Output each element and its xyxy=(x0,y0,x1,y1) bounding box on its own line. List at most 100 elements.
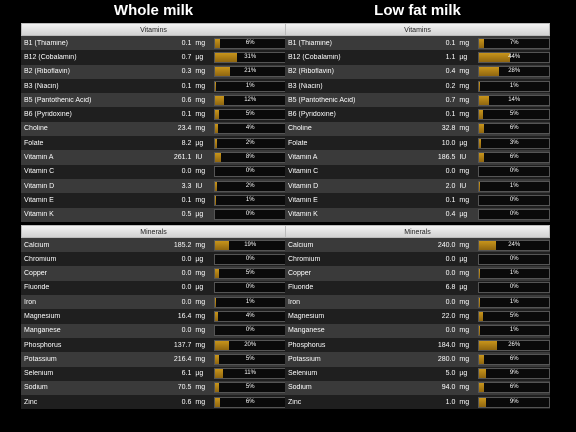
daily-value-bar: 7% xyxy=(478,37,550,49)
nutrient-amount: 0.0 xyxy=(181,327,192,335)
daily-value-bar: 6% xyxy=(478,152,550,164)
daily-value-bar: 0% xyxy=(478,282,550,294)
nutrient-unit: mg xyxy=(195,82,206,90)
daily-value-bar-fill xyxy=(479,181,481,191)
daily-value-bar-fill xyxy=(215,38,220,48)
nutrient-row: B2 (Riboflavin) 0.4 mg 28% xyxy=(285,64,550,79)
daily-value-bar: 1% xyxy=(478,296,550,308)
nutrient-amount: 0.0 xyxy=(181,255,192,263)
daily-value-percent: 0% xyxy=(509,168,519,175)
nutrient-row: Vitamin D 2.0 IU 1% xyxy=(285,178,550,194)
daily-value-bar: 4% xyxy=(214,123,286,135)
nutrient-row: Phosphorus 184.0 mg 26% xyxy=(285,337,550,353)
daily-value-bar: 1% xyxy=(478,180,550,192)
nutrient-name: Phosphorus xyxy=(24,341,62,349)
nutrient-amount: 1.1 xyxy=(445,53,456,61)
nutrient-name: Calcium xyxy=(288,241,314,249)
nutrient-name: B12 (Cobalamin) xyxy=(288,53,341,61)
nutrient-name: Sodium xyxy=(288,384,312,392)
nutrient-name: Manganese xyxy=(288,327,325,335)
daily-value-percent: 5% xyxy=(245,384,255,391)
nutrient-amount: 0.6 xyxy=(181,398,192,406)
nutrient-amount: 0.6 xyxy=(181,96,192,104)
daily-value-bar: 0% xyxy=(214,325,286,337)
nutrient-row: Choline 32.8 mg 6% xyxy=(285,121,550,137)
nutrient-row: Selenium 5.0 µg 9% xyxy=(285,366,550,381)
daily-value-percent: 9% xyxy=(509,370,519,377)
daily-value-bar: 44% xyxy=(478,51,550,63)
daily-value-percent: 1% xyxy=(509,82,519,89)
daily-value-bar: 2% xyxy=(214,180,286,192)
minerals-header: Minerals xyxy=(21,224,286,238)
nutrient-row: Vitamin K 0.5 µg 0% xyxy=(21,207,286,222)
daily-value-bar-fill xyxy=(479,340,498,350)
nutrient-amount: 184.0 xyxy=(437,341,456,349)
nutrient-unit: mg xyxy=(195,341,206,349)
nutrient-unit: µg xyxy=(459,255,468,263)
nutrient-unit: µg xyxy=(459,370,468,378)
nutrient-row: Magnesium 16.4 mg 4% xyxy=(21,309,286,324)
daily-value-percent: 5% xyxy=(245,355,255,362)
daily-value-bar-fill xyxy=(215,81,217,91)
nutrient-unit: µg xyxy=(459,211,468,219)
daily-value-bar-fill xyxy=(479,138,482,148)
daily-value-bar-fill xyxy=(479,369,486,379)
nutrient-row: Iron 0.0 mg 1% xyxy=(285,295,550,310)
daily-value-percent: 0% xyxy=(245,168,255,175)
daily-value-percent: 1% xyxy=(245,196,255,203)
nutrient-unit: mg xyxy=(459,168,470,176)
nutrient-unit: µg xyxy=(195,139,204,147)
nutrient-row: Zinc 0.6 mg 6% xyxy=(21,395,286,410)
nutrient-amount: 10.0 xyxy=(441,139,456,147)
daily-value-percent: 6% xyxy=(245,398,255,405)
daily-value-bar: 5% xyxy=(214,268,286,280)
nutrient-name: Phosphorus xyxy=(288,341,326,349)
nutrient-unit: mg xyxy=(459,327,470,335)
nutrient-unit: mg xyxy=(195,241,206,249)
nutrient-unit: mg xyxy=(195,398,206,406)
nutrient-name: B5 (Pantothenic Acid) xyxy=(24,96,92,104)
nutrient-unit: mg xyxy=(195,384,206,392)
nutrient-amount: 216.4 xyxy=(173,355,192,363)
nutrient-name: Copper xyxy=(24,270,47,278)
nutrient-amount: 240.0 xyxy=(437,241,456,249)
minerals-table: Calcium 240.0 mg 24% Chromium 0.0 µg 0% Copper 0.… xyxy=(285,237,550,410)
nutrient-unit: mg xyxy=(459,355,470,363)
daily-value-bar: 0% xyxy=(478,253,550,265)
daily-value-bar: 0% xyxy=(214,166,286,178)
nutrient-amount: 6.1 xyxy=(181,370,192,378)
nutrient-row: Iron 0.0 mg 1% xyxy=(21,295,286,310)
nutrient-name: Folate xyxy=(24,139,44,147)
daily-value-bar-fill xyxy=(215,383,219,393)
nutrient-name: Vitamin C xyxy=(24,168,55,176)
nutrient-amount: 8.2 xyxy=(181,139,192,147)
nutrient-unit: mg xyxy=(459,196,470,204)
nutrient-row: Folate 8.2 µg 2% xyxy=(21,136,286,151)
daily-value-bar: 1% xyxy=(214,296,286,308)
nutrient-row: B12 (Cobalamin) 1.1 µg 44% xyxy=(285,50,550,65)
nutrient-name: Vitamin E xyxy=(288,196,318,204)
nutrient-amount: 0.4 xyxy=(445,68,456,76)
daily-value-bar-fill xyxy=(215,369,224,379)
daily-value-percent: 2% xyxy=(245,139,255,146)
nutrient-row: Zinc 1.0 mg 9% xyxy=(285,395,550,410)
daily-value-percent: 5% xyxy=(509,312,519,319)
daily-value-bar: 5% xyxy=(214,353,286,365)
daily-value-bar-fill xyxy=(479,52,511,62)
nutrient-unit: mg xyxy=(459,384,470,392)
nutrient-amount: 0.7 xyxy=(445,96,456,104)
nutrient-unit: IU xyxy=(195,182,203,190)
nutrient-name: Vitamin C xyxy=(288,168,319,176)
nutrient-unit: IU xyxy=(459,154,467,162)
daily-value-percent: 6% xyxy=(509,125,519,132)
daily-value-percent: 0% xyxy=(509,196,519,203)
nutrient-row: Manganese 0.0 mg 1% xyxy=(285,323,550,338)
nutrient-name: Iron xyxy=(24,298,37,306)
nutrient-row: Vitamin K 0.4 µg 0% xyxy=(285,207,550,222)
daily-value-percent: 1% xyxy=(509,270,519,277)
daily-value-bar: 9% xyxy=(478,396,550,408)
daily-value-bar-fill xyxy=(215,181,217,191)
nutrient-amount: 185.2 xyxy=(173,241,192,249)
nutrient-name: Choline xyxy=(288,125,312,133)
daily-value-bar-fill xyxy=(479,326,481,336)
